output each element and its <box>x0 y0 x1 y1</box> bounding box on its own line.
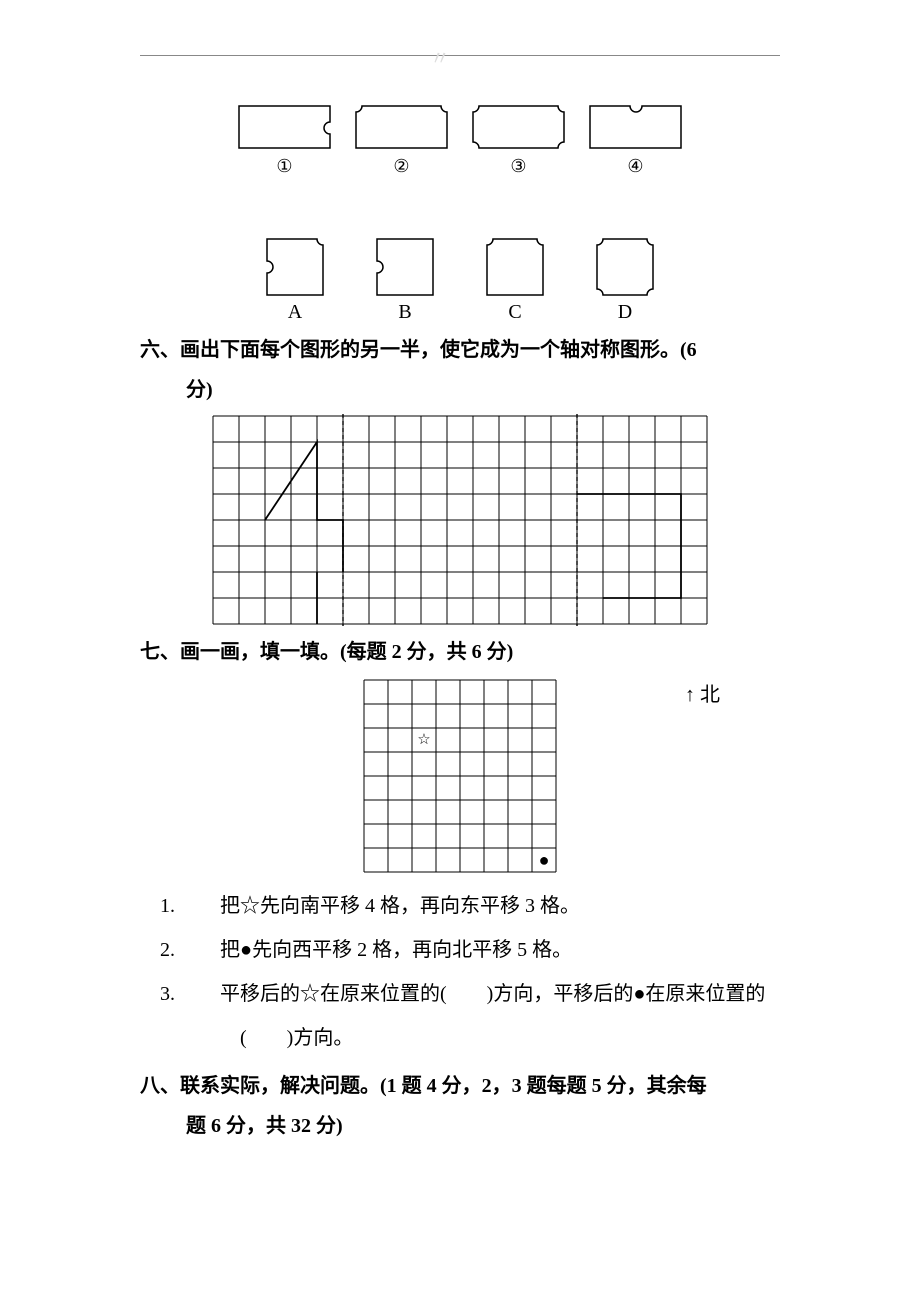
section-eight-title: 八、联系实际，解决问题。(1 题 4 分，2，3 题每题 5 分，其余每 <box>140 1066 780 1106</box>
ticket-shapes-row <box>140 104 780 150</box>
page-content: 〃 ① ② ③ ④ A <box>140 55 780 1146</box>
top-rule: 〃 <box>140 55 780 56</box>
q7-3-text: 平移后的☆在原来位置的( )方向，平移后的●在原来位置的 <box>220 983 765 1005</box>
section-eight-line1: 八、联系实际，解决问题。(1 题 4 分，2，3 题每题 5 分，其余每 <box>140 1075 707 1097</box>
north-arrow-icon: ↑ <box>685 684 695 707</box>
ticket-label-2: ② <box>354 156 449 177</box>
option-D <box>585 237 665 297</box>
symmetry-grid <box>140 414 780 626</box>
q7-1: 1.把☆先向南平移 4 格，再向东平移 3 格。 <box>170 884 780 928</box>
q7-1-num: 1. <box>190 884 220 928</box>
svg-text:☆: ☆ <box>417 732 430 748</box>
section-six-line2: 分) <box>140 370 780 410</box>
q7-2-text: 把●先向西平移 2 格，再向北平移 5 格。 <box>220 939 572 961</box>
section-six-line1: 六、画出下面每个图形的另一半，使它成为一个轴对称图形。(6 <box>140 339 697 361</box>
ticket-4 <box>588 104 683 150</box>
ticket-1 <box>237 104 332 150</box>
q7-1-text: 把☆先向南平移 4 格，再向东平移 3 格。 <box>220 895 580 917</box>
watermark: 〃 <box>430 42 452 71</box>
north-indicator: ↑ 北 <box>685 678 720 707</box>
option-label-D: D <box>585 301 665 324</box>
ticket-labels-row: ① ② ③ ④ <box>140 156 780 177</box>
ticket-3 <box>471 104 566 150</box>
section-seven-items: 1.把☆先向南平移 4 格，再向东平移 3 格。 2.把●先向西平移 2 格，再… <box>140 884 780 1060</box>
ticket-label-4: ④ <box>588 156 683 177</box>
ticket-label-1: ① <box>237 156 332 177</box>
section-eight-line2: 题 6 分，共 32 分) <box>140 1106 780 1146</box>
option-C <box>475 237 555 297</box>
section-six-title: 六、画出下面每个图形的另一半，使它成为一个轴对称图形。(6 <box>140 330 780 370</box>
ticket-2 <box>354 104 449 150</box>
option-A <box>255 237 335 297</box>
option-label-C: C <box>475 301 555 324</box>
option-label-A: A <box>255 301 335 324</box>
q7-3-line2: ( )方向。 <box>140 1016 780 1060</box>
ticket-label-3: ③ <box>471 156 566 177</box>
option-B <box>365 237 445 297</box>
option-label-B: B <box>365 301 445 324</box>
svg-text:●: ● <box>539 850 550 870</box>
q7-2-num: 2. <box>190 928 220 972</box>
option-shapes-row <box>140 237 780 297</box>
translation-grid-wrap: ☆ ● ↑ 北 <box>140 678 780 874</box>
q7-2: 2.把●先向西平移 2 格，再向北平移 5 格。 <box>170 928 780 972</box>
north-label: 北 <box>700 684 720 706</box>
q7-3: 3.平移后的☆在原来位置的( )方向，平移后的●在原来位置的 <box>170 972 780 1016</box>
option-labels-row: A B C D <box>140 301 780 324</box>
section-seven-title: 七、画一画，填一填。(每题 2 分，共 6 分) <box>140 632 780 672</box>
q7-3-num: 3. <box>190 972 220 1016</box>
